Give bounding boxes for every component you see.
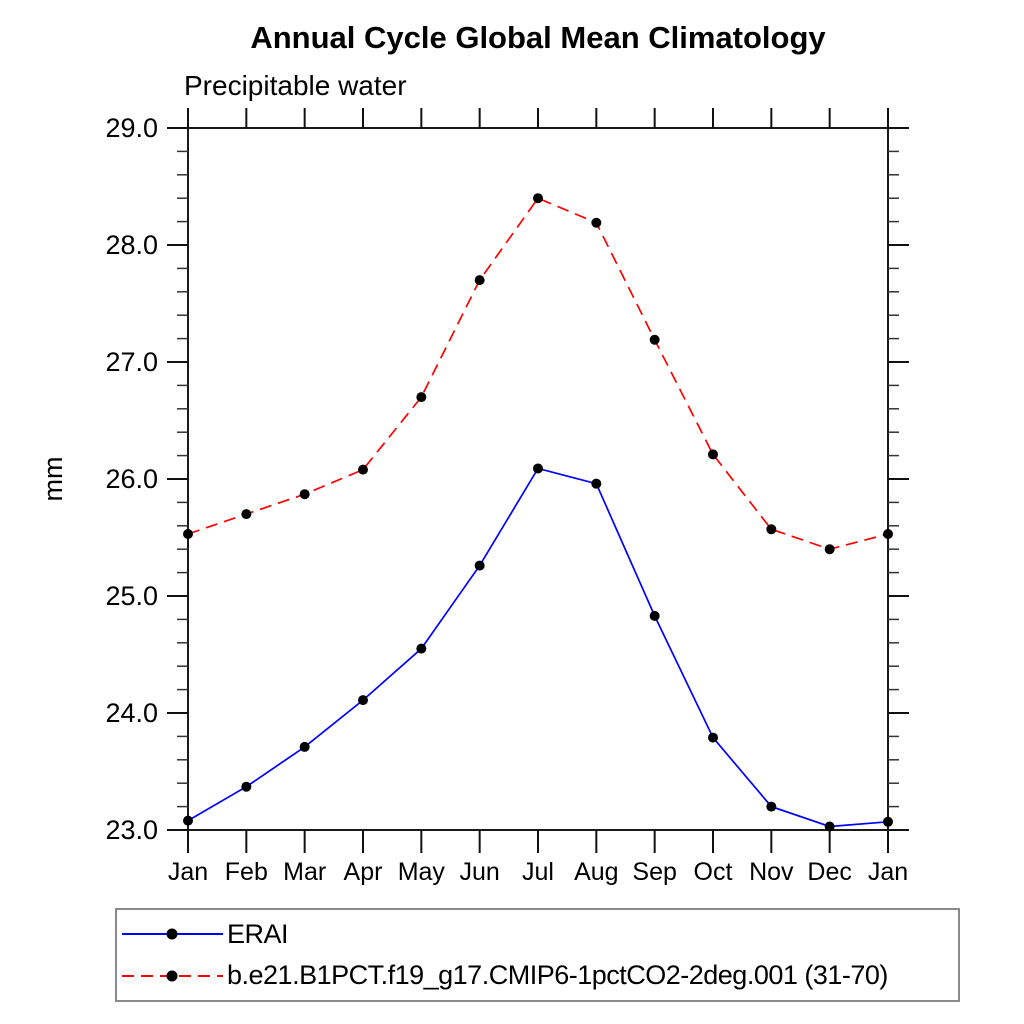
data-point-marker — [241, 781, 252, 792]
data-point-marker — [358, 695, 368, 706]
series-erai — [183, 463, 893, 832]
y-tick-label: 23.0 — [105, 815, 158, 845]
data-point-marker — [649, 610, 660, 621]
y-axis-title: mm — [38, 457, 68, 502]
y-tick-label: 29.0 — [105, 113, 158, 143]
x-tick-label: Jan — [168, 858, 208, 886]
data-point-marker — [299, 489, 310, 500]
data-point-marker — [416, 643, 427, 654]
x-tick-label: May — [398, 858, 446, 886]
y-tick-label: 28.0 — [105, 230, 158, 260]
data-point-marker — [183, 815, 193, 826]
chart-subtitle: Precipitable water — [184, 70, 407, 101]
x-tick-label: Sep — [632, 858, 676, 886]
data-point-marker — [416, 392, 427, 403]
x-tick-label: Apr — [344, 858, 383, 886]
data-point-marker — [358, 464, 368, 475]
x-axis-ticks: Jan Feb Mar Apr May Jun Jul Aug Sep Oct Nov Dec Jan — [168, 108, 908, 886]
x-tick-label: Mar — [283, 858, 326, 886]
data-point-marker — [533, 463, 543, 474]
chart-canvas: 23.0 24.0 25.0 26.0 27.0 28.0 29.0 Jan Feb Mar Apr… — [38, 108, 909, 886]
legend-item-erai: ERAI — [120, 917, 958, 951]
y-axis-ticks: 23.0 24.0 25.0 26.0 27.0 28.0 29.0 — [105, 113, 909, 845]
x-tick-label: Feb — [225, 858, 268, 886]
x-tick-label: Jan — [868, 858, 908, 886]
data-point-marker — [883, 528, 893, 539]
x-tick-label: Dec — [807, 858, 851, 886]
legend-line-sample-erai — [122, 928, 223, 940]
x-tick-label: Jul — [522, 858, 554, 886]
data-point-marker — [708, 732, 718, 743]
data-point-marker — [708, 449, 718, 460]
series-line — [187, 197, 889, 551]
legend-line-sample-model — [122, 970, 223, 982]
data-point-marker — [474, 560, 485, 571]
x-tick-label: Nov — [749, 858, 794, 886]
data-point-marker — [766, 524, 777, 535]
x-tick-label: Aug — [574, 858, 618, 886]
x-tick-label: Oct — [694, 858, 733, 886]
y-tick-label: 25.0 — [105, 581, 158, 611]
data-point-marker — [533, 193, 543, 204]
data-point-marker — [591, 478, 602, 489]
data-point-marker — [824, 544, 835, 555]
legend-label-model: b.e21.B1PCT.f19_g17.CMIP6-1pctCO2-2deg.0… — [227, 960, 888, 991]
legend-item-model: b.e21.B1PCT.f19_g17.CMIP6-1pctCO2-2deg.0… — [120, 959, 958, 993]
data-point-marker — [474, 275, 485, 286]
y-tick-label: 27.0 — [105, 347, 158, 377]
series-model — [183, 193, 893, 555]
series-line — [187, 467, 889, 828]
chart-title: Annual Cycle Global Mean Climatology — [250, 20, 826, 55]
legend-label-erai: ERAI — [227, 918, 289, 949]
data-point-marker — [241, 509, 252, 520]
data-point-marker — [883, 816, 893, 827]
y-tick-label: 24.0 — [105, 698, 158, 728]
data-point-marker — [766, 801, 777, 812]
data-point-marker — [591, 217, 602, 228]
data-point-marker — [824, 821, 835, 832]
data-point-marker — [183, 528, 193, 539]
data-point-marker — [649, 334, 660, 345]
legend: ERAI b.e21.B1PCT.f19_g17.CMIP6-1pctCO2-2… — [115, 908, 960, 1002]
plot-frame — [187, 127, 889, 831]
y-tick-label: 26.0 — [105, 464, 158, 494]
x-tick-label: Jun — [460, 858, 500, 886]
data-point-marker — [299, 741, 310, 752]
